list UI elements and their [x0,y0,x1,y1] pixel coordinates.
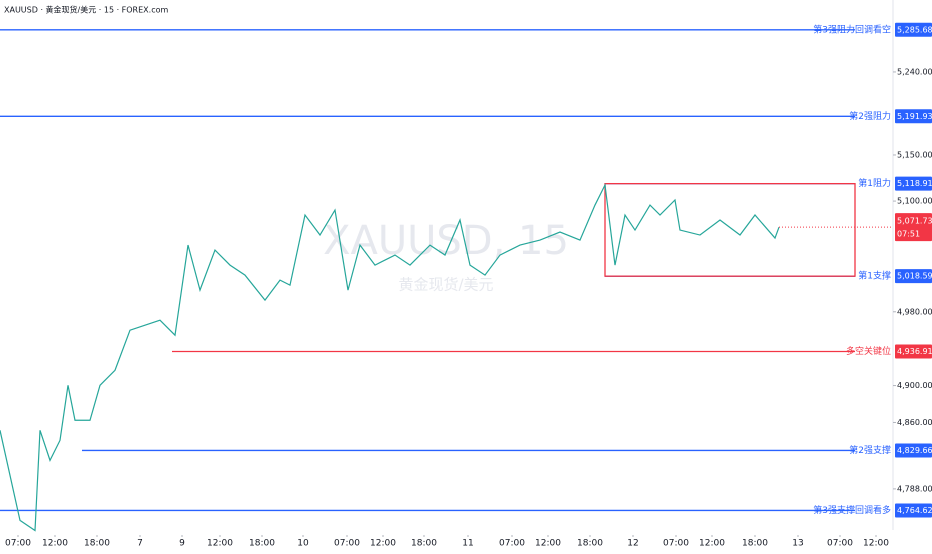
x-tick-label: 9 [179,539,185,549]
level-label: 第2强阻力 [849,110,891,122]
x-tick-label: 07:00 [663,539,689,549]
x-tick-label: 12:00 [370,539,396,549]
x-tick-label: 07:00 [499,539,525,549]
price-tag-label: 5,285.68 [897,25,932,34]
y-tick-label: 5,100.00 [897,197,932,206]
x-tick-label: 18:00 [249,539,275,549]
x-tick-label: 13 [792,539,803,549]
x-tick-label: 07:00 [334,539,360,549]
y-tick-label: 4,860.00 [897,418,932,427]
level-label: 第3强阻力回调看空 [813,23,891,35]
price-tag [895,109,932,124]
price-tag [895,176,932,191]
price-tag [895,344,932,359]
price-tag-label: 5,118.91 [897,179,932,188]
price-tag [895,503,932,518]
x-tick-label: 11 [462,539,473,549]
x-tick-label: 12:00 [42,539,68,549]
price-tag-label: 4,829.66 [897,446,932,455]
x-tick-label: 18:00 [577,539,603,549]
x-tick-label: 12:00 [535,539,561,549]
level-label: 第1阻力 [858,177,891,189]
level-label: 第1支撑 [858,270,891,282]
watermark: XAUUSD, 15 [323,218,569,264]
watermark-subtitle: 黄金现货/美元 [398,276,493,294]
y-tick-label: 4,980.00 [897,307,932,316]
level-label: 第3强支撑回调看多 [813,504,891,516]
last-price-label: 5,071.73 [897,217,932,226]
price-tag [895,22,932,37]
y-tick-label: 5,240.00 [897,67,932,76]
x-tick-label: 12:00 [699,539,725,549]
price-line [0,182,780,532]
x-tick-label: 07:00 [5,539,31,549]
price-tag [895,443,932,458]
y-tick-label: 5,150.00 [897,150,932,159]
range-box [604,182,856,277]
y-tick-label: 4,788.00 [897,484,932,493]
x-tick-label: 7 [137,539,143,549]
price-tag-label: 5,191.93 [897,112,932,121]
last-price-tag [895,213,932,242]
price-tag-label: 4,764.62 [897,506,932,515]
x-tick-label: 12 [627,539,638,549]
x-tick-label: 18:00 [84,539,110,549]
x-tick-label: 18:00 [411,539,437,549]
countdown-label: 07:51 [897,230,920,239]
x-tick-label: 07:00 [827,539,853,549]
chart-header: XAUUSD · 黄金现货/美元 · 15 · FOREX.com [4,5,168,15]
x-tick-label: 18:00 [742,539,768,549]
x-tick-label: 12:00 [863,539,889,549]
level-label: 多空关键位 [846,345,891,357]
price-tag-label: 5,018.59 [897,272,932,281]
price-tag-label: 4,936.91 [897,347,932,356]
level-label: 第2强支撑 [849,444,891,456]
x-tick-label: 12:00 [207,539,233,549]
price-tag [895,269,932,284]
y-tick-label: 4,900.00 [897,381,932,390]
x-tick-label: 10 [297,539,309,549]
